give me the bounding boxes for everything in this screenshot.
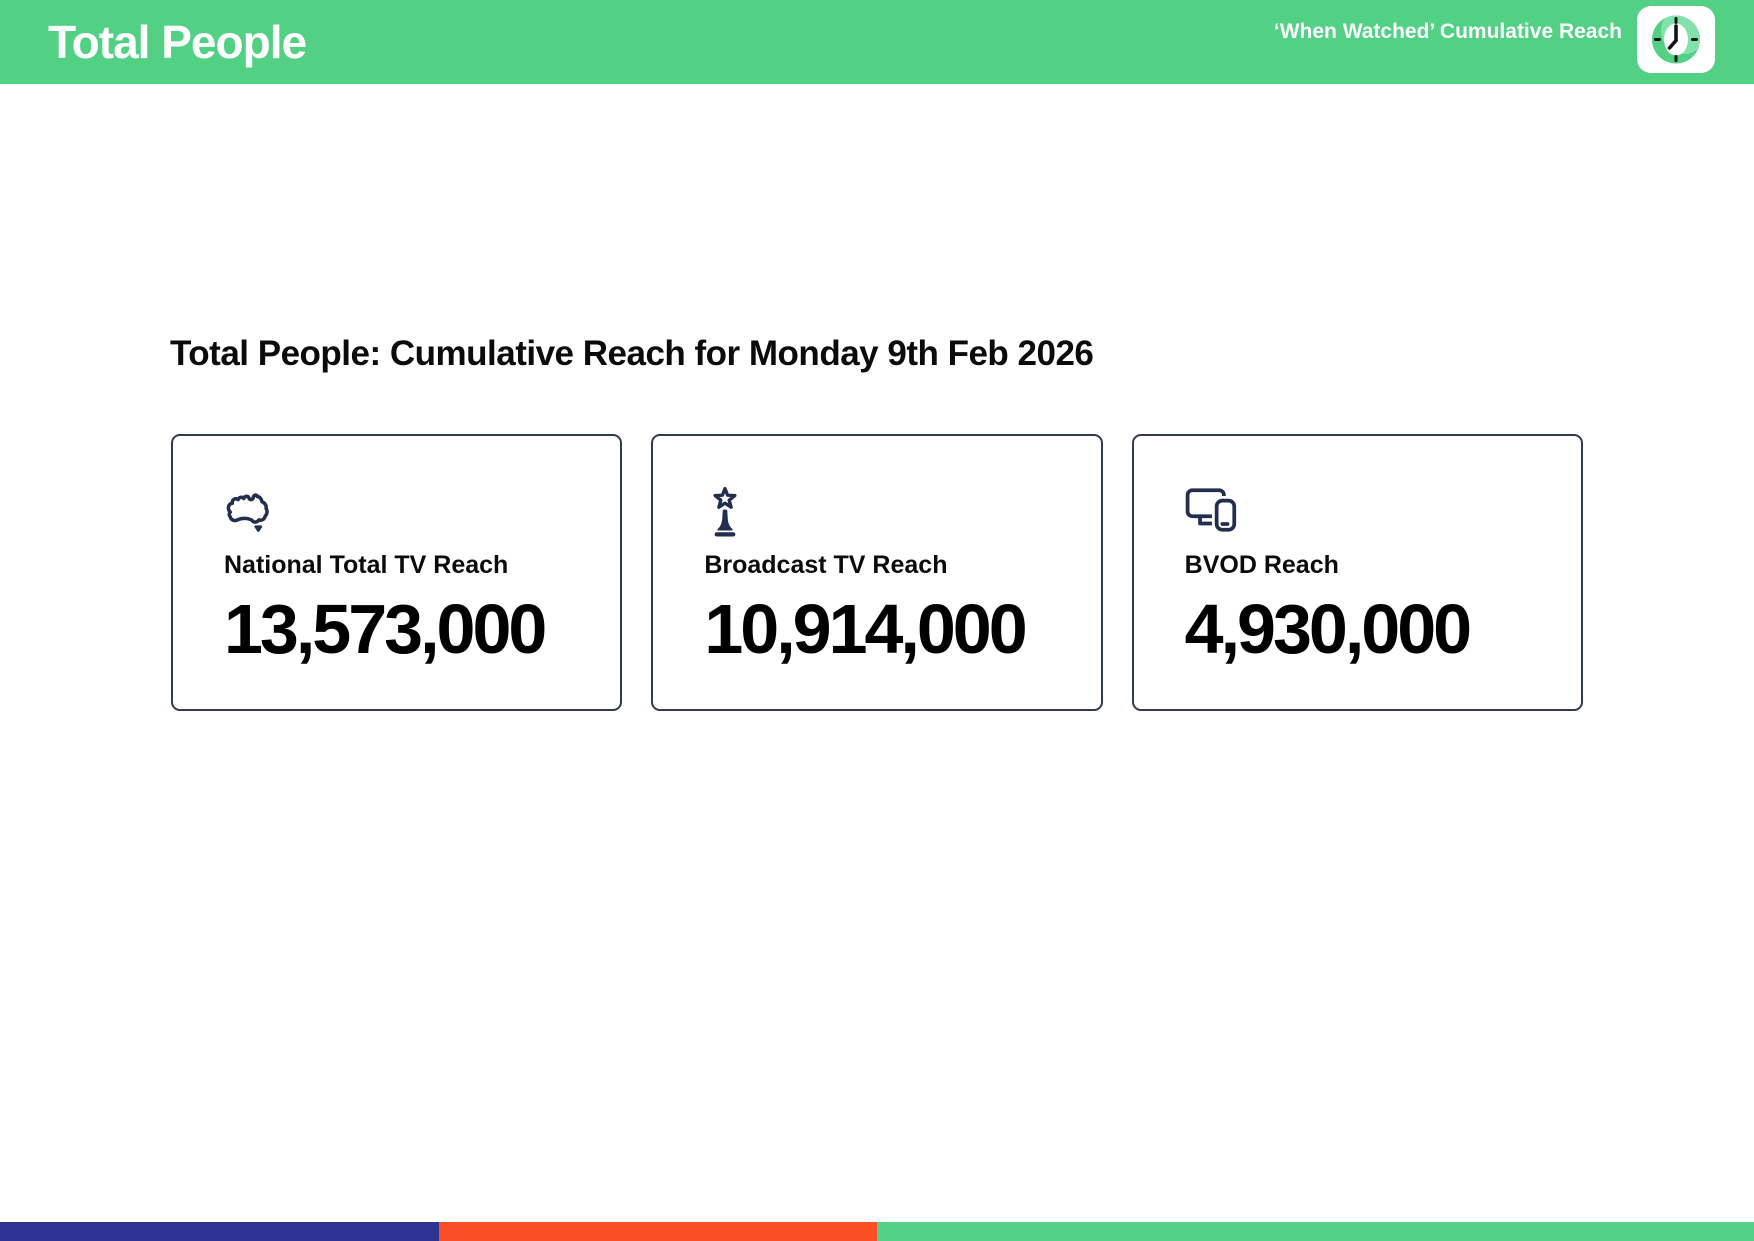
clock-logo-icon <box>1637 6 1715 78</box>
card-label: National Total TV Reach <box>224 551 509 579</box>
card-label: BVOD Reach <box>1184 551 1339 579</box>
header-subtitle: ‘When Watched’ Cumulative Reach <box>1273 20 1622 43</box>
card-national-total-tv-reach: National Total TV Reach 13,573,000 <box>171 434 623 711</box>
footer-blue-segment <box>0 1222 439 1241</box>
card-value: 13,573,000 <box>224 590 547 668</box>
header-bar: Total People ‘When Watched’ Cumulative R… <box>0 0 1754 84</box>
card-value: 10,914,000 <box>704 590 1027 668</box>
footer-color-bar <box>0 1222 1754 1241</box>
tv-and-phone-devices-icon <box>1185 486 1561 534</box>
kpi-cards-row: National Total TV Reach 13,573,000 Broad… <box>171 434 1583 711</box>
report-heading: Total People: Cumulative Reach for Monda… <box>170 334 1094 373</box>
footer-orange-segment <box>438 1222 877 1241</box>
australia-map-icon <box>224 486 600 534</box>
card-label: Broadcast TV Reach <box>704 551 948 579</box>
card-broadcast-tv-reach: Broadcast TV Reach 10,914,000 <box>651 434 1103 711</box>
broadcast-tower-icon <box>704 486 1080 537</box>
footer-green-segment <box>877 1222 1754 1241</box>
card-bvod-reach: BVOD Reach 4,930,000 <box>1131 434 1583 711</box>
page-title: Total People <box>48 16 307 68</box>
card-value: 4,930,000 <box>1184 590 1472 668</box>
header-right-group: ‘When Watched’ Cumulative Reach <box>1274 0 1715 84</box>
